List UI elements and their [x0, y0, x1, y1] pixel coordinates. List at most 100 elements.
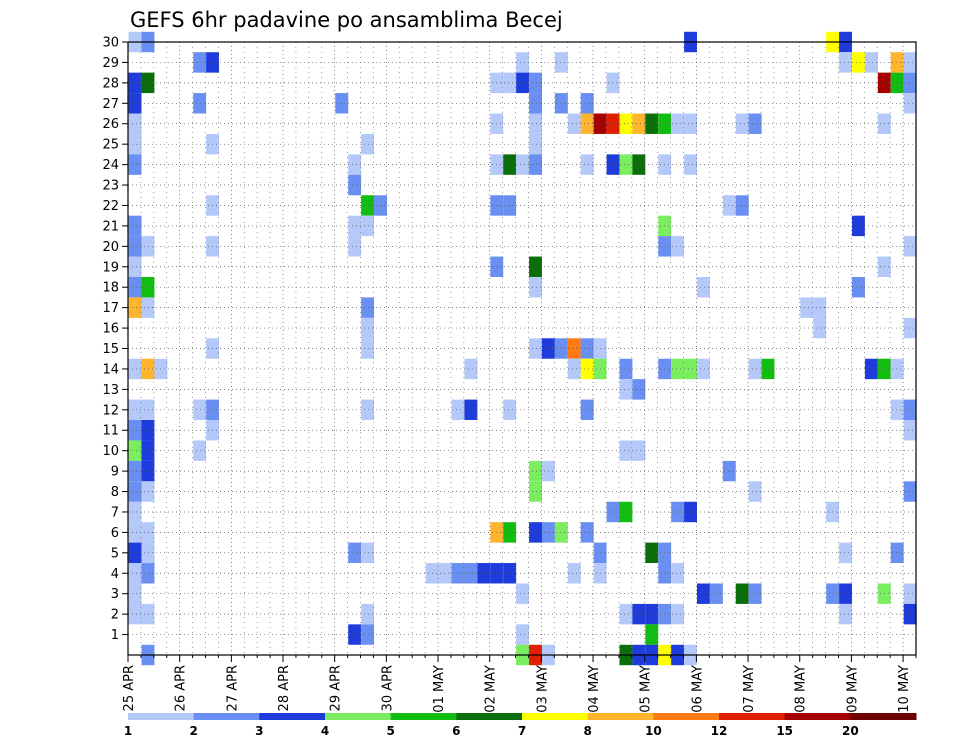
heatmap-cell	[722, 460, 736, 482]
x-tick-label: 02 MAY	[484, 665, 499, 713]
heatmap-cell	[516, 624, 530, 645]
heatmap-cell	[141, 563, 155, 584]
heatmap-cell	[903, 399, 917, 421]
legend-label: 20	[842, 724, 859, 738]
heatmap-cell	[903, 317, 917, 339]
heatmap-cell	[361, 338, 375, 359]
heatmap-cell	[554, 52, 568, 73]
heatmap-cell	[890, 72, 904, 94]
y-tick-label: 8	[111, 485, 119, 500]
heatmap-cell	[852, 52, 865, 73]
heatmap-cell	[580, 522, 594, 543]
heatmap-cell	[890, 52, 904, 73]
heatmap-cell	[671, 358, 685, 380]
y-tick-label: 9	[111, 465, 119, 480]
y-tick-label: 21	[102, 219, 119, 234]
legend-swatch	[522, 713, 589, 720]
heatmap-cell	[567, 113, 581, 134]
legend-label: 15	[776, 724, 793, 738]
heatmap-cell	[619, 603, 633, 625]
heatmap-cell	[852, 276, 865, 298]
heatmap-cell	[890, 542, 904, 564]
heatmap-cell	[128, 276, 142, 298]
heatmap-cell	[839, 583, 853, 604]
heatmap-cell	[128, 603, 142, 625]
legend-label: 12	[711, 724, 728, 738]
heatmap-cell	[529, 256, 542, 277]
heatmap-cell	[335, 93, 349, 114]
heatmap-cell	[141, 276, 155, 298]
heatmap-cell	[852, 215, 865, 237]
heatmap-cell	[567, 358, 581, 380]
y-tick-label: 27	[102, 97, 119, 112]
heatmap-cell	[554, 522, 568, 543]
legend-label: 5	[386, 724, 394, 738]
heatmap-cell	[128, 93, 142, 114]
heatmap-cell	[529, 93, 542, 114]
x-tick-label: 04 MAY	[587, 665, 602, 713]
chart-title: GEFS 6hr padavine po ansamblima Becej	[130, 8, 563, 32]
legend-swatch	[719, 713, 786, 720]
heatmap-cell	[361, 317, 375, 339]
plot-frame	[127, 41, 917, 656]
heatmap-cell	[451, 563, 465, 584]
heatmap-cell	[141, 603, 155, 625]
heatmap-cell	[464, 358, 478, 380]
heatmap-cell	[128, 522, 142, 543]
heatmap-cell	[141, 440, 155, 461]
y-tick-label: 24	[102, 158, 119, 173]
heatmap-cell	[671, 113, 685, 134]
heatmap-cell	[128, 215, 142, 237]
legend-swatch	[259, 713, 326, 720]
y-tick-label: 12	[102, 403, 119, 418]
color-legend: 1 2 3 4 5 6 7 8 10 12 15 20	[124, 713, 917, 738]
legend-swatch	[128, 713, 195, 720]
y-tick-label: 5	[111, 546, 119, 561]
heatmap-cell	[141, 72, 155, 94]
heatmap-cell	[748, 583, 762, 604]
y-tick-label: 7	[111, 505, 119, 520]
x-tick-label: 26 APR	[174, 665, 189, 711]
heatmap-cell	[529, 338, 542, 359]
heatmap-cell	[632, 603, 646, 625]
heatmap-cell	[632, 440, 646, 461]
x-tick-label: 25 APR	[122, 665, 137, 711]
heatmap-cell	[645, 113, 659, 134]
heatmap-cell	[696, 358, 710, 380]
y-tick-label: 13	[102, 383, 119, 398]
heatmap-cell	[671, 501, 685, 523]
heatmap-cell	[903, 603, 917, 625]
x-tick-label: 08 MAY	[794, 665, 809, 713]
heatmap-cell	[128, 420, 142, 441]
y-tick-label: 17	[102, 301, 119, 316]
heatmap-cell	[645, 542, 659, 564]
legend-swatch	[325, 713, 392, 720]
heatmap-cell	[128, 481, 142, 502]
heatmap-cell	[839, 52, 853, 73]
heatmap-cell	[128, 460, 142, 482]
heatmap-cell	[348, 624, 362, 645]
legend-label: 6	[452, 724, 460, 738]
heatmap-cell	[735, 195, 749, 216]
heatmap-cell	[800, 297, 814, 318]
y-tick-label: 30	[102, 36, 119, 51]
heatmap-cell	[735, 583, 749, 604]
heatmap-cell	[193, 440, 207, 461]
heatmap-cell	[903, 420, 917, 441]
heatmap-cell	[696, 583, 710, 604]
heatmap-cell	[128, 440, 142, 461]
x-tick-label: 03 MAY	[535, 665, 550, 713]
heatmap-cell	[890, 399, 904, 421]
heatmap-cell	[554, 338, 568, 359]
heatmap-cell	[529, 72, 542, 94]
heatmap-cell	[619, 379, 633, 400]
x-tick-label: 05 MAY	[639, 665, 654, 713]
heatmap-cell	[516, 154, 530, 175]
heatmap-cell	[503, 72, 517, 94]
heatmap-cell	[128, 563, 142, 584]
heatmap-cell	[516, 72, 530, 94]
heatmap-cell	[580, 399, 594, 421]
heatmap-cell	[503, 154, 517, 175]
x-tick-label: 09 MAY	[845, 665, 860, 713]
